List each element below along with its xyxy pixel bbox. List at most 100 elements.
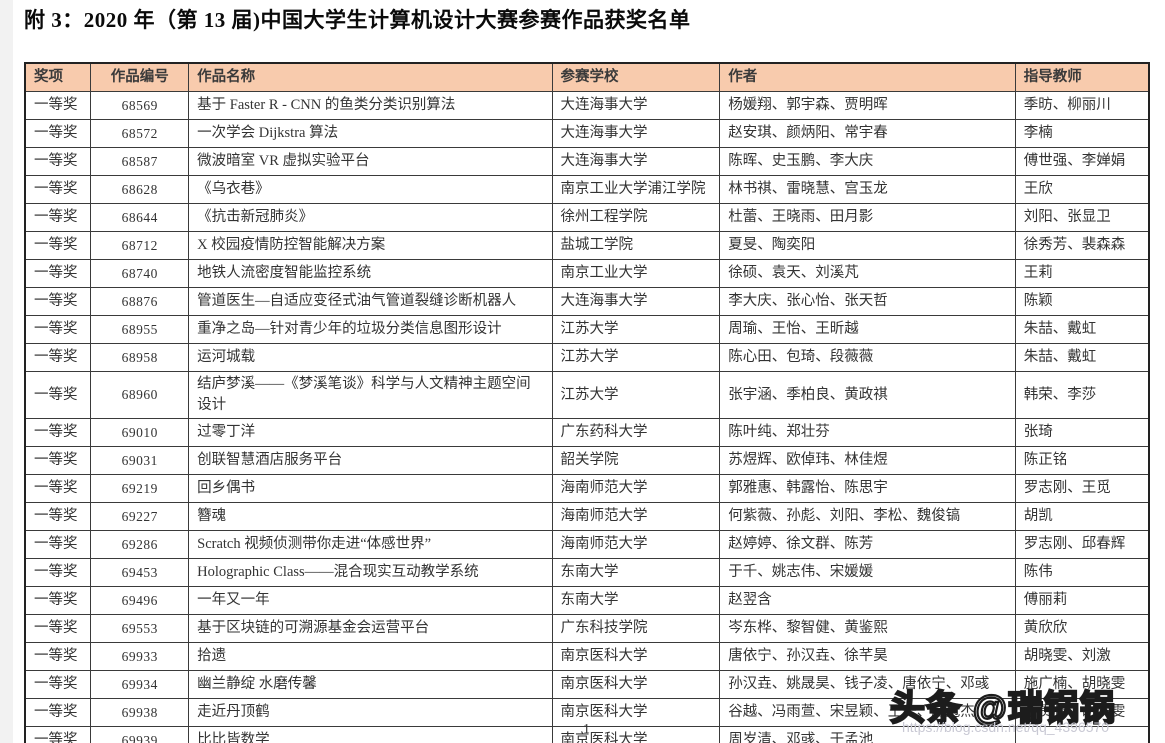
table-cell: 刘阳、张显卫 <box>1014 203 1150 232</box>
table-cell <box>1014 726 1150 743</box>
table-cell: 68960 <box>90 370 190 420</box>
table-cell: 管道医生—自适应变径式油气管道裂缝诊断机器人 <box>188 287 553 316</box>
table-row: 一等奖 69496 一年又一年 东南大学 赵翌含 傅丽莉 <box>24 586 1150 616</box>
csdn-url-watermark: https://blog.csdn.net/qq_4396570 <box>902 719 1110 735</box>
table-cell: 郭雅惠、韩露怡、陈思宇 <box>719 474 1016 504</box>
table-cell: 大连海事大学 <box>551 287 721 316</box>
table-cell: 一等奖 <box>24 315 92 344</box>
table-row: 一等奖 68712 X 校园疫情防控智能解决方案 盐城工学院 夏旻、陶奕阳 徐秀芳、裴森森 <box>24 231 1150 260</box>
table-cell: 陈心田、包琦、段薇薇 <box>719 343 1016 372</box>
table-cell: 69010 <box>90 418 190 448</box>
table-cell: 谷越、冯雨萱、宋昱颖、王一、赵冠杰 <box>719 698 1016 728</box>
table-cell: 季昉、柳丽川 <box>1014 91 1150 120</box>
table-cell: 69453 <box>90 558 190 588</box>
table-cell: 徐州工程学院 <box>551 203 721 232</box>
table-body: 一等奖 68569 基于 Faster R - CNN 的鱼类分类识别算法 大连海事大… <box>24 91 1150 743</box>
table-row: 一等奖 69939 比比皆数学 南京医科大学 周岁清、邓彧、于孟池 <box>24 726 1150 743</box>
table-cell: 朱喆、戴虹 <box>1014 315 1150 344</box>
table-cell: 施广楠、胡晓雯 <box>1014 670 1150 700</box>
table-cell: 杜蕾、王晓雨、田月影 <box>719 203 1016 232</box>
table-cell: 68569 <box>90 91 190 120</box>
table-row: 一等奖 68628 《乌衣巷》 南京工业大学浦江学院 林书祺、雷晓慧、宫玉龙 王欣 <box>24 175 1150 204</box>
table-cell: 海南师范大学 <box>551 502 721 532</box>
table-cell: 赵翌含 <box>719 586 1016 616</box>
table-cell: 69031 <box>90 446 190 476</box>
table-row: 一等奖 68587 微波暗室 VR 虚拟实验平台 大连海事大学 陈晖、史玉鹏、李大庆 傅世… <box>24 147 1150 176</box>
table-cell: 傅丽莉 <box>1014 586 1150 616</box>
column-header: 奖项 <box>24 62 92 92</box>
table-cell: 一等奖 <box>24 642 92 672</box>
table-cell: 基于区块链的可溯源基金会运营平台 <box>188 614 553 644</box>
table-cell: 一等奖 <box>24 147 92 176</box>
table-cell: 朱喆、戴虹 <box>1014 343 1150 372</box>
table-row: 一等奖 69010 过零丁洋 广东药科大学 陈叶纯、郑壮芬 张琦 <box>24 418 1150 448</box>
table-header-row: 奖项 作品编号 作品名称 参赛学校 作者 指导教师 <box>24 62 1150 92</box>
table-header: 奖项 作品编号 作品名称 参赛学校 作者 指导教师 <box>24 62 1150 92</box>
table-cell: 69933 <box>90 642 190 672</box>
table-cell: 地铁人流密度智能监控系统 <box>188 259 553 288</box>
table-cell: 微波暗室 VR 虚拟实验平台 <box>188 147 553 176</box>
table-cell: 69939 <box>90 726 190 743</box>
table-cell: 林书祺、雷晓慧、宫玉龙 <box>719 175 1016 204</box>
table-cell: 胡晓雯、刘激 <box>1014 642 1150 672</box>
table-row: 一等奖 69553 基于区块链的可溯源基金会运营平台 广东科技学院 岑东桦、黎智健、黄鉴… <box>24 614 1150 644</box>
table-cell: 一次学会 Dijkstra 算法 <box>188 119 553 148</box>
page-left-margin <box>0 0 13 743</box>
table-cell: 基于 Faster R - CNN 的鱼类分类识别算法 <box>188 91 553 120</box>
table-cell: 王莉 <box>1014 259 1150 288</box>
table-cell: 王欣 <box>1014 175 1150 204</box>
table-row: 一等奖 68876 管道医生—自适应变径式油气管道裂缝诊断机器人 大连海事大学 李大庆、… <box>24 287 1150 316</box>
table-cell: 南京医科大学 <box>551 670 721 700</box>
table-cell: 张琦 <box>1014 418 1150 448</box>
table-cell: 傅世强、李婵娟 <box>1014 147 1150 176</box>
table-cell: 唐依宁、孙汉垚、徐芊昊 <box>719 642 1016 672</box>
table-row: 一等奖 69453 Holographic Class——混合现实互动教学系统 东南大… <box>24 558 1150 588</box>
table-row: 一等奖 68958 运河城载 江苏大学 陈心田、包琦、段薇薇 朱喆、戴虹 <box>24 343 1150 372</box>
table-cell: 一等奖 <box>24 670 92 700</box>
table-cell: Scratch 视频侦测带你走进“体感世界” <box>188 530 553 560</box>
table-cell: 东南大学 <box>551 586 721 616</box>
table-cell: 丁贵鹏、胡晓雯 <box>1014 698 1150 728</box>
table-cell: 南京工业大学 <box>551 259 721 288</box>
table-cell: 罗志刚、王觅 <box>1014 474 1150 504</box>
column-header: 指导教师 <box>1014 62 1150 92</box>
table-cell: 岑东桦、黎智健、黄鉴熙 <box>719 614 1016 644</box>
table-cell: 一等奖 <box>24 175 92 204</box>
table-cell: 赵婷婷、徐文群、陈芳 <box>719 530 1016 560</box>
table-cell: 陈颖 <box>1014 287 1150 316</box>
table-row: 一等奖 68960 结庐梦溪——《梦溪笔谈》科学与人文精神主题空间设计 江苏大学 张宇涵… <box>24 370 1150 420</box>
table-cell: 68712 <box>90 231 190 260</box>
table-cell: 一等奖 <box>24 119 92 148</box>
table-cell: 结庐梦溪——《梦溪笔谈》科学与人文精神主题空间设计 <box>188 370 553 420</box>
table-row: 一等奖 68569 基于 Faster R - CNN 的鱼类分类识别算法 大连海事大… <box>24 91 1150 120</box>
table-cell: 韶关学院 <box>551 446 721 476</box>
table-cell: 于千、姚志伟、宋媛媛 <box>719 558 1016 588</box>
table-cell: 69496 <box>90 586 190 616</box>
table-cell: 拾遗 <box>188 642 553 672</box>
table-cell: 徐秀芳、裴森森 <box>1014 231 1150 260</box>
table-cell: 一等奖 <box>24 287 92 316</box>
column-header: 作品名称 <box>188 62 553 92</box>
table-cell: 江苏大学 <box>551 343 721 372</box>
page-number: 1 <box>583 722 590 737</box>
table-row: 一等奖 68572 一次学会 Dijkstra 算法 大连海事大学 赵安琪、颜炳阳、常宇… <box>24 119 1150 148</box>
table-cell: 江苏大学 <box>551 370 721 420</box>
table-cell: 69938 <box>90 698 190 728</box>
table-cell: 海南师范大学 <box>551 530 721 560</box>
table-cell: 68958 <box>90 343 190 372</box>
table-cell: 张宇涵、季柏良、黄政祺 <box>719 370 1016 420</box>
table-cell: 海南师范大学 <box>551 474 721 504</box>
table-cell: 广东科技学院 <box>551 614 721 644</box>
table-cell: 68587 <box>90 147 190 176</box>
table-cell: 南京医科大学 <box>551 642 721 672</box>
document-title: 附 3：2020 年（第 13 届)中国大学生计算机设计大赛参赛作品获奖名单 <box>24 8 691 32</box>
table-cell: 一等奖 <box>24 474 92 504</box>
table-cell: 69553 <box>90 614 190 644</box>
table-cell: 一等奖 <box>24 614 92 644</box>
table-cell: 苏煜辉、欧倬玮、林佳煜 <box>719 446 1016 476</box>
table-cell: Holographic Class——混合现实互动教学系统 <box>188 558 553 588</box>
column-header: 参赛学校 <box>551 62 721 92</box>
table-row: 一等奖 69031 创联智慧酒店服务平台 韶关学院 苏煜辉、欧倬玮、林佳煜 陈正铭 <box>24 446 1150 476</box>
table-cell: 68740 <box>90 259 190 288</box>
table-cell: 南京医科大学 <box>551 726 721 743</box>
